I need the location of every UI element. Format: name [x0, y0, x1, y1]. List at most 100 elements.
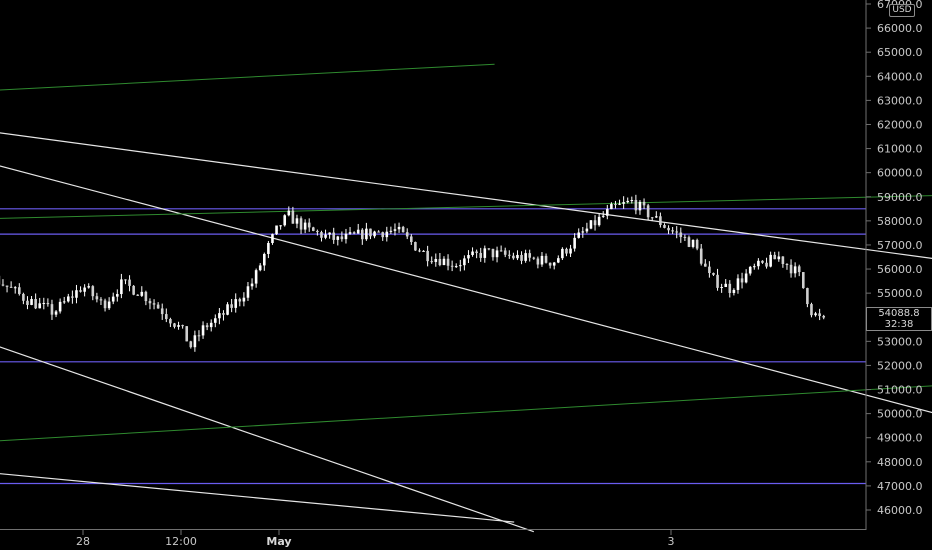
candle-body-168	[532, 257, 536, 259]
candle-body-137	[405, 232, 409, 237]
candle-body-100	[254, 270, 258, 284]
candle-body-153	[471, 251, 474, 256]
candle-body-236	[810, 304, 813, 316]
candle-body-169	[536, 258, 540, 265]
candle-body-152	[467, 255, 470, 259]
current-price-value: 54088.8	[878, 308, 920, 319]
candle-body-97	[242, 297, 246, 302]
currency-badge[interactable]: USD	[889, 4, 915, 17]
candle-body-148	[450, 265, 454, 267]
candle-body-48	[42, 302, 46, 304]
candle-body-188	[614, 204, 617, 206]
candle-body-69	[128, 279, 131, 286]
candle-body-182	[589, 220, 593, 229]
candle-body-164	[516, 254, 519, 259]
candle-body-191	[626, 200, 630, 203]
candle-body-49	[46, 302, 50, 305]
candle-body-232	[793, 266, 797, 274]
candle-body-173	[552, 262, 556, 266]
candle-body-200	[663, 225, 666, 228]
candle-body-65	[111, 296, 115, 302]
candle-body-149	[454, 266, 458, 268]
candle-body-53	[62, 301, 66, 303]
candle-body-195	[642, 201, 646, 206]
y-tick-label-7: 60000.0	[877, 167, 923, 180]
candle-body-208	[695, 239, 699, 249]
trend-lines	[0, 63, 932, 533]
candle-body-199	[659, 216, 662, 226]
candle-body-207	[691, 239, 695, 247]
candle-body-54	[67, 296, 70, 302]
candle-body-234	[802, 272, 805, 289]
candle-body-92	[222, 313, 225, 315]
candle-body-122	[344, 233, 348, 240]
candle-body-63	[103, 300, 107, 309]
candle-body-50	[50, 304, 54, 315]
candle-body-160	[499, 250, 503, 252]
candle-body-229	[781, 256, 785, 264]
candle-body-187	[610, 204, 613, 210]
candle-body-198	[655, 216, 658, 218]
candle-body-140	[418, 250, 421, 252]
candle-body-220	[744, 273, 748, 283]
candle-body-108	[287, 210, 291, 216]
candle-body-211	[708, 266, 711, 274]
candle-body-98	[246, 286, 250, 298]
y-tick-label-1: 66000.0	[877, 22, 923, 35]
candle-body-210	[704, 263, 707, 267]
candle-body-88	[205, 325, 209, 328]
candle-body-87	[201, 325, 205, 336]
candle-body-91	[218, 313, 221, 319]
candle-body-139	[414, 242, 417, 251]
candle-body-222	[753, 266, 756, 268]
candle-body-158	[491, 248, 495, 258]
candle-body-86	[197, 335, 201, 337]
candle-body-131	[381, 232, 385, 238]
candle-body-214	[720, 287, 723, 289]
candle-body-180	[581, 231, 585, 233]
candle-body-41	[13, 287, 17, 289]
candle-body-99	[250, 283, 254, 287]
candle-body-177	[569, 248, 572, 254]
candle-body-82	[181, 325, 184, 327]
candle-body-70	[132, 285, 135, 295]
candle-body-44	[26, 300, 29, 305]
y-tick-label-14: 53000.0	[877, 335, 923, 348]
candle-body-128	[369, 228, 372, 237]
candle-body-178	[573, 237, 576, 249]
candle-body-227	[773, 254, 777, 260]
candle-body-194	[638, 201, 642, 211]
candle-body-233	[797, 266, 801, 273]
candle-body-45	[30, 298, 33, 305]
current-price-label: 54088.8 32:38	[866, 307, 932, 331]
y-tick-label-16: 51000.0	[877, 384, 923, 397]
candle-body-171	[544, 255, 548, 263]
candle-body-226	[769, 254, 772, 267]
y-tick-label-2: 65000.0	[877, 46, 923, 59]
candle-body-203	[675, 231, 679, 233]
candle-body-76	[156, 304, 160, 309]
candle-body-224	[761, 260, 764, 263]
candle-body-145	[438, 258, 442, 266]
candle-body-58	[83, 287, 86, 292]
trend-line-2	[0, 473, 515, 523]
candle-body-157	[487, 248, 491, 250]
candle-body-56	[75, 290, 78, 298]
candle-body-84	[189, 341, 193, 348]
candle-body-170	[540, 255, 544, 265]
candle-body-133	[389, 230, 393, 232]
candle-body-217	[732, 289, 736, 293]
y-tick-label-10: 57000.0	[877, 239, 923, 252]
candle-body-94	[230, 304, 233, 308]
candle-body-46	[34, 298, 37, 309]
candle-body-202	[671, 230, 674, 232]
y-tick-label-3: 64000.0	[877, 70, 923, 83]
y-tick-label-11: 56000.0	[877, 263, 923, 276]
y-tick-label-18: 49000.0	[877, 432, 923, 445]
trend-line-3	[0, 132, 932, 259]
candle-body-156	[483, 248, 487, 258]
price-axis[interactable]: 67000.066000.065000.064000.063000.062000…	[866, 0, 923, 517]
candle-body-237	[814, 313, 817, 316]
